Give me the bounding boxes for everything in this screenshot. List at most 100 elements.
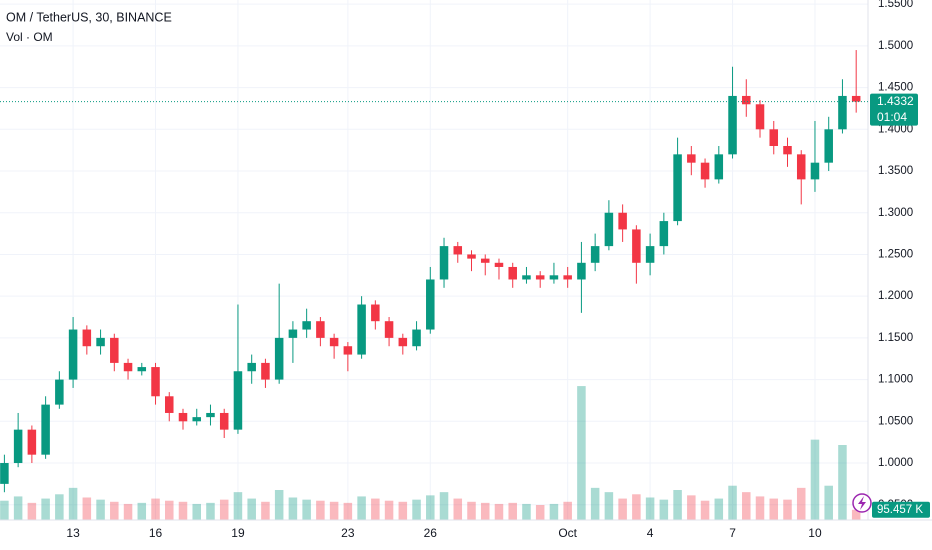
- volume-bar: [522, 503, 531, 520]
- candle-body: [192, 417, 201, 422]
- volume-bar: [357, 496, 366, 520]
- candle-body: [632, 229, 641, 263]
- candle-body: [508, 266, 517, 280]
- volume-bar: [838, 445, 847, 520]
- candle-body: [810, 162, 820, 180]
- candle-body: [206, 412, 215, 418]
- volume-bar: [247, 498, 256, 520]
- volume-bar: [439, 492, 449, 520]
- volume-bar: [13, 496, 23, 520]
- volume-bar: [796, 487, 806, 520]
- volume-pane: [0, 386, 861, 520]
- candle-body: [302, 321, 311, 330]
- candle-body: [659, 221, 669, 247]
- volume-bar: [27, 502, 37, 520]
- volume-bar: [164, 500, 174, 520]
- candle-body: [329, 337, 339, 347]
- candle-body: [68, 329, 78, 380]
- volume-bar: [467, 501, 476, 520]
- volume-bar: [110, 501, 119, 520]
- candle-body: [755, 104, 765, 130]
- candle-body: [824, 129, 833, 163]
- volume-bar: [577, 386, 586, 520]
- x-tick-label: 7: [729, 526, 736, 540]
- candle-body: [838, 95, 847, 130]
- candle-body: [618, 212, 627, 230]
- volume-bar: [274, 490, 284, 520]
- volume-bar: [604, 492, 614, 520]
- candle-body: [577, 262, 586, 280]
- volume-bar: [68, 487, 78, 520]
- x-tick-label: 19: [231, 526, 245, 540]
- x-tick-label: 4: [647, 526, 654, 540]
- volume-bar: [632, 494, 641, 520]
- candle-body: [164, 396, 174, 413]
- y-tick-label: 1.2000: [878, 290, 913, 302]
- candle-body: [41, 404, 50, 455]
- price-label-box: [870, 93, 918, 126]
- countdown-label: 01:04: [877, 110, 907, 124]
- volume-bar: [151, 498, 160, 520]
- volume-bar: [412, 499, 421, 520]
- y-tick-label: 1.2500: [878, 248, 913, 260]
- candle-body: [151, 367, 160, 397]
- candle-body: [96, 337, 105, 347]
- volume-bar: [343, 502, 353, 520]
- volume-title: Vol · OM: [6, 30, 53, 44]
- candle-body: [178, 412, 188, 422]
- alert-icon-bolt: [858, 496, 866, 510]
- volume-bar: [549, 503, 559, 520]
- candle-body: [453, 246, 463, 255]
- volume-bar: [618, 498, 627, 520]
- volume-bar: [206, 502, 215, 520]
- volume-bar: [96, 499, 105, 520]
- candle-body: [549, 275, 559, 280]
- candle-body: [371, 304, 380, 322]
- x-tick-label: 10: [808, 526, 822, 540]
- volume-bar: [219, 499, 229, 520]
- volume-bar: [123, 503, 133, 520]
- candle-body: [110, 337, 119, 363]
- volume-bar: [384, 500, 394, 520]
- volume-bar: [590, 487, 600, 520]
- candle-body: [687, 154, 696, 163]
- candle-body: [426, 279, 435, 330]
- volume-bar: [755, 496, 765, 520]
- volume-bar: [769, 498, 779, 520]
- candle-body: [316, 321, 325, 338]
- volume-bar: [714, 498, 724, 520]
- volume-bar: [82, 497, 92, 520]
- candle-body: [480, 258, 490, 263]
- volume-label: 95.457 K: [877, 504, 923, 516]
- x-tick-label: Oct: [558, 526, 577, 540]
- volume-bar: [673, 490, 682, 520]
- volume-bar: [316, 500, 325, 520]
- volume-bar: [426, 495, 435, 520]
- volume-bar: [398, 501, 408, 520]
- volume-bar: [508, 502, 517, 520]
- volume-bar: [233, 492, 243, 520]
- y-tick-label: 1.5500: [878, 0, 913, 10]
- volume-bar: [810, 439, 820, 520]
- candle-body: [343, 346, 353, 355]
- volume-bar: [41, 498, 50, 520]
- volume-bar: [302, 499, 311, 520]
- volume-bar: [494, 503, 504, 520]
- candle-body: [233, 371, 243, 430]
- y-tick-label: 1.1500: [878, 332, 913, 344]
- candle-body: [494, 262, 504, 267]
- volume-bar: [453, 498, 463, 520]
- candle-body: [742, 95, 751, 105]
- candle-body: [467, 254, 476, 259]
- volume-bar: [742, 492, 751, 520]
- price-label: 1.4332: [877, 94, 914, 108]
- volume-bar: [687, 495, 696, 520]
- y-tick-label: 1.4500: [878, 82, 913, 94]
- candle-body: [27, 429, 37, 455]
- candle-body: [13, 429, 23, 464]
- candle-body: [274, 337, 284, 380]
- candle-body: [714, 154, 724, 180]
- candle-body: [604, 212, 614, 247]
- candle-body: [398, 337, 408, 347]
- volume-bar: [329, 501, 339, 520]
